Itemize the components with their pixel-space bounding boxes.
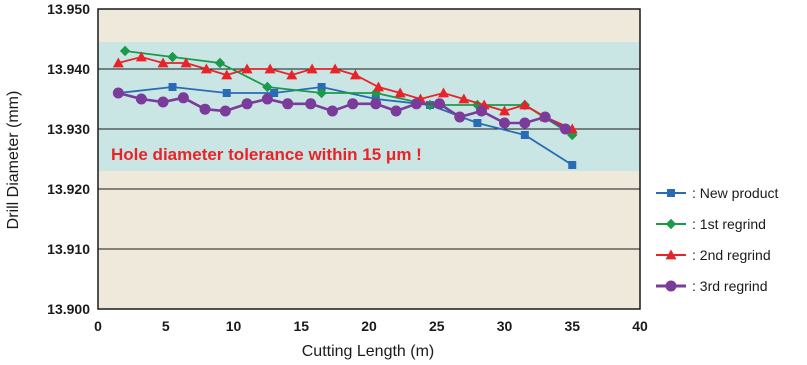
legend-swatch-marker <box>665 280 677 292</box>
legend-label: : 3rd regrind <box>692 278 767 294</box>
data-point <box>241 63 253 74</box>
data-point <box>168 83 177 91</box>
data-point <box>264 63 276 74</box>
data-point <box>270 89 279 97</box>
data-point <box>167 51 178 63</box>
x-tick-label: 40 <box>632 318 648 334</box>
series-line <box>118 56 573 130</box>
data-point <box>241 98 253 110</box>
x-axis-label: Cutting Length (m) <box>302 343 435 360</box>
x-tick-label: 30 <box>497 318 513 334</box>
x-tick-label: 5 <box>162 318 170 334</box>
x-axis-ticks: 0 5 10 15 20 25 30 35 40 <box>94 318 648 334</box>
data-point <box>438 87 450 98</box>
data-point <box>261 93 273 105</box>
series-line <box>124 50 573 136</box>
legend-item: : 3rd regrind <box>656 278 767 294</box>
legend-swatch-marker <box>665 218 677 230</box>
legend-item: : New product <box>656 185 778 201</box>
gridlines <box>98 68 640 250</box>
y-tick-label: 13.930 <box>47 121 90 137</box>
data-point <box>219 105 231 117</box>
data-point <box>347 98 359 110</box>
data-point <box>199 103 211 115</box>
data-point <box>180 57 192 68</box>
data-point <box>157 57 169 68</box>
data-point <box>135 93 147 105</box>
data-point <box>390 105 402 117</box>
data-point <box>410 98 422 110</box>
data-point <box>559 123 571 135</box>
data-point <box>329 63 341 74</box>
data-point <box>499 117 510 129</box>
x-tick-label: 15 <box>293 318 309 334</box>
y-tick-label: 13.920 <box>47 181 90 197</box>
x-tick-label: 25 <box>429 318 445 334</box>
plot-border <box>97 8 641 310</box>
x-tick-label: 0 <box>94 318 102 334</box>
data-point <box>119 45 131 57</box>
data-point <box>286 69 298 80</box>
data-point <box>177 92 189 104</box>
legend: : New product : 1st regrind : 2nd regrind:… <box>656 185 778 294</box>
data-point <box>458 93 470 104</box>
data-point <box>370 98 382 110</box>
data-point <box>349 69 361 80</box>
series-line <box>117 91 567 131</box>
data-point <box>539 111 551 123</box>
data-point <box>214 57 226 69</box>
data-point <box>394 87 406 98</box>
legend-item: : 2nd regrind <box>656 247 771 263</box>
data-point <box>112 87 124 99</box>
y-tick-label: 13.900 <box>47 301 90 317</box>
plot-frame <box>97 8 641 310</box>
y-tick-label: 13.940 <box>47 61 90 77</box>
legend-swatch-marker <box>667 189 675 197</box>
series-group <box>112 45 578 169</box>
data-point <box>262 81 273 93</box>
legend-label: : 2nd regrind <box>692 247 771 263</box>
data-point <box>454 111 466 123</box>
data-point <box>433 98 445 110</box>
tolerance-annotation: Hole diameter tolerance within 15 μm ! <box>111 145 422 164</box>
data-point <box>221 69 233 80</box>
data-point <box>473 119 482 127</box>
data-point <box>520 131 529 139</box>
x-tick-label: 10 <box>226 318 242 334</box>
data-point <box>316 87 327 99</box>
y-axis-label: Drill Diameter (mm) <box>5 91 22 230</box>
data-point <box>157 96 169 108</box>
series-4 <box>112 87 571 135</box>
data-point <box>112 57 124 68</box>
data-point <box>282 98 294 110</box>
data-point <box>317 83 326 91</box>
data-point <box>305 98 317 110</box>
data-point <box>519 117 531 129</box>
y-tick-label: 13.910 <box>47 241 90 257</box>
data-point <box>135 51 147 62</box>
y-axis-ticks: 13.900 13.910 13.920 13.930 13.940 13.950 <box>47 1 90 317</box>
data-point <box>475 105 487 117</box>
legend-item: : 1st regrind <box>656 216 766 232</box>
legend-label: : 1st regrind <box>692 216 766 232</box>
legend-label: : New product <box>692 185 778 201</box>
data-point <box>222 89 231 97</box>
data-point <box>568 161 577 169</box>
x-tick-label: 35 <box>564 318 580 334</box>
data-point <box>499 105 510 116</box>
data-point <box>326 105 338 117</box>
data-point <box>519 99 531 110</box>
legend-swatch-marker <box>665 249 677 260</box>
data-point <box>306 63 318 74</box>
data-point <box>200 63 212 74</box>
x-tick-label: 20 <box>361 318 377 334</box>
data-point <box>372 81 384 92</box>
y-tick-label: 13.950 <box>47 1 90 17</box>
